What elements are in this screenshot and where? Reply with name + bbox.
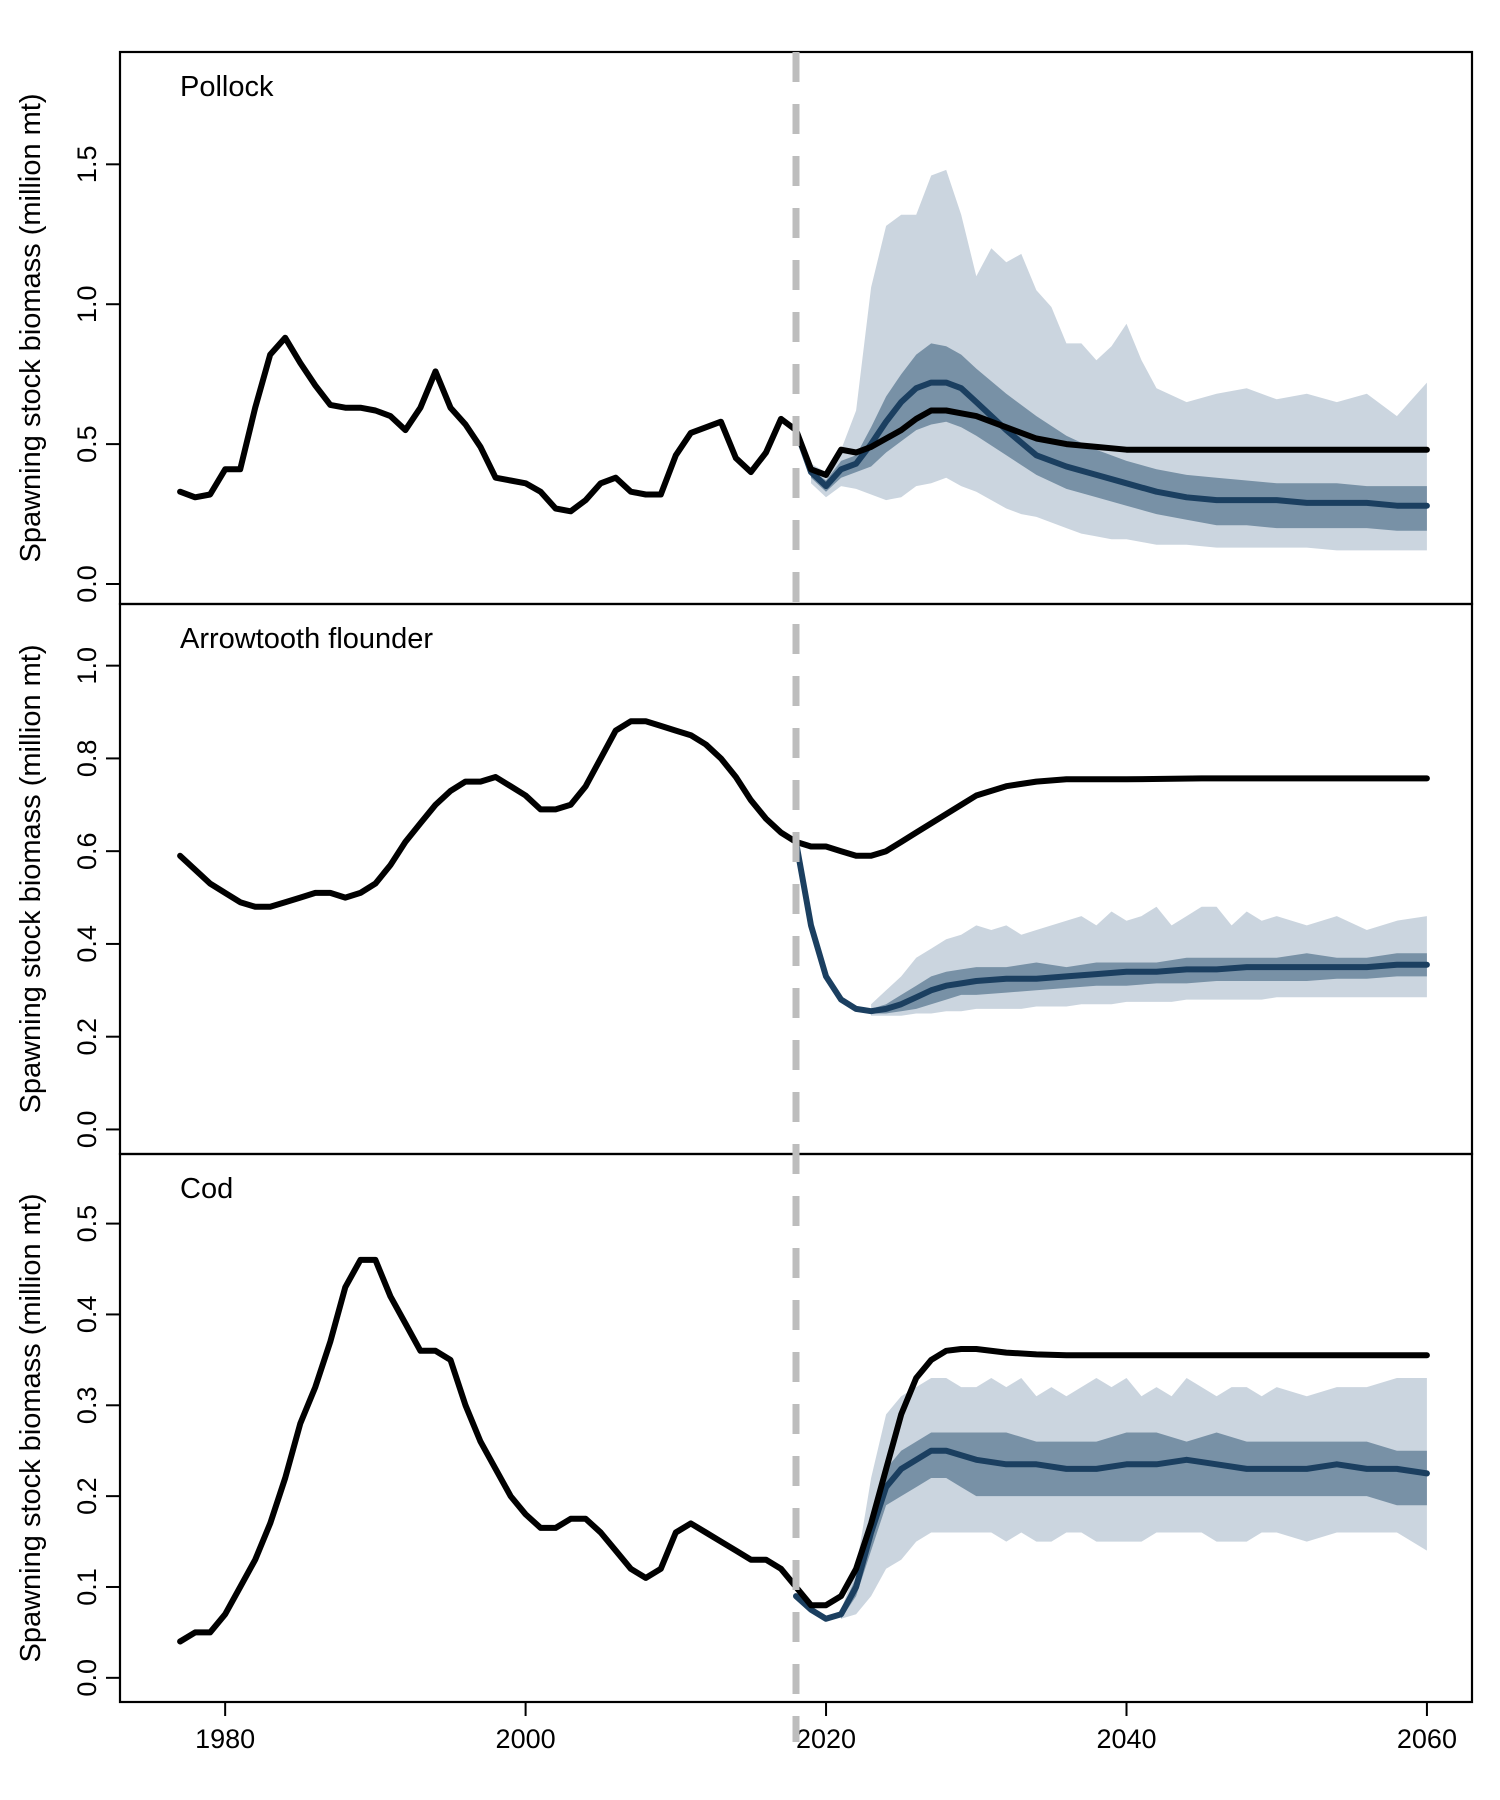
panel-1: 0.0 0.2 0.4 0.6 0.8 1.0 Spawning stock biomass… — [15, 602, 1474, 1156]
panel-title: Cod — [180, 1173, 233, 1205]
historical-line — [177, 718, 1430, 910]
y-tick-label: 1.5 — [72, 146, 102, 184]
y-tick-label: 0.2 — [72, 1477, 102, 1515]
y-tick-label: 0.2 — [72, 1018, 102, 1056]
y-tick-label: 0.0 — [72, 1111, 102, 1149]
x-tick-label: 2060 — [1397, 1724, 1457, 1754]
y-tick-label: 0.3 — [72, 1387, 102, 1425]
y-tick-label: 0.4 — [72, 1296, 102, 1334]
band-outer-90 — [811, 169, 1427, 551]
y-axis-label: Spawning stock biomass (million mt) — [15, 94, 47, 563]
y-tick-label: 1.0 — [72, 647, 102, 685]
plot-area — [177, 1256, 1430, 1645]
y-tick-label: 0.0 — [72, 1659, 102, 1697]
projection-median-line — [793, 838, 1430, 1015]
panel-2: 0.0 0.1 0.2 0.3 0.4 0.5 Spawning stock biomass… — [15, 1152, 1474, 1704]
projection-median-line — [793, 1447, 1430, 1622]
x-tick-label: 2000 — [496, 1724, 556, 1754]
band-inner-50 — [841, 1432, 1427, 1619]
plot-area — [177, 169, 1430, 551]
x-tick-label: 2020 — [796, 1724, 856, 1754]
y-tick-label: 0.0 — [72, 565, 102, 603]
y-tick-label: 0.6 — [72, 832, 102, 870]
band-outer-90 — [841, 1378, 1427, 1619]
y-axis-label: Spawning stock biomass (million mt) — [15, 645, 47, 1114]
x-tick-label: 1980 — [195, 1724, 255, 1754]
y-axis-label: Spawning stock biomass (million mt) — [15, 1194, 47, 1663]
panel-title: Pollock — [180, 71, 274, 103]
panel-0: 0.0 0.5 1.0 1.5 Spawning stock biomass (mill… — [15, 50, 1474, 606]
y-tick-label: 0.8 — [72, 740, 102, 778]
y-tick-label: 1.0 — [72, 285, 102, 323]
y-tick-label: 0.1 — [72, 1568, 102, 1606]
y-tick-label: 0.4 — [72, 925, 102, 963]
y-tick-label: 0.5 — [72, 425, 102, 463]
historical-line — [177, 1256, 1430, 1645]
panels-group: 0.0 0.5 1.0 1.5 Spawning stock biomass (mill… — [15, 50, 1474, 1704]
panel-title: Arrowtooth flounder — [180, 623, 433, 655]
x-tick-label: 2040 — [1096, 1724, 1156, 1754]
historical-line — [177, 334, 1430, 515]
plot-area — [177, 718, 1430, 1016]
y-tick-label: 0.5 — [72, 1205, 102, 1243]
x-axis: 1980 2000 2020 2040 2060 — [195, 1701, 1457, 1754]
